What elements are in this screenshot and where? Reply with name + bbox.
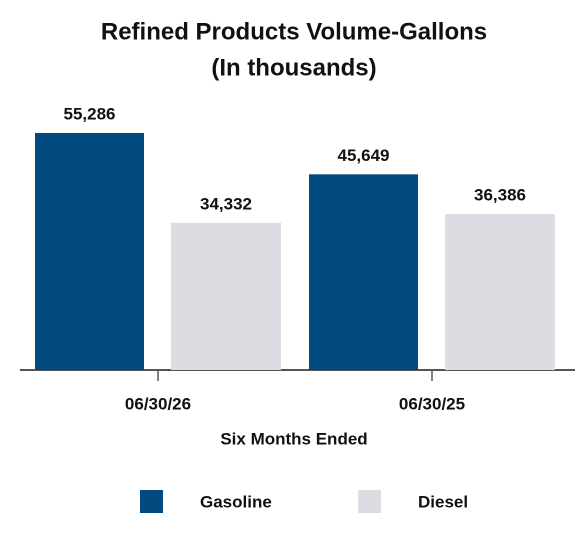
chart-subtitle: (In thousands) [211, 54, 376, 81]
x-tick-label: 06/30/25 [399, 394, 465, 413]
x-tick-label: 06/30/26 [125, 394, 191, 413]
bar [309, 174, 418, 370]
chart-title: Refined Products Volume-Gallons [101, 18, 487, 45]
x-axis-label: Six Months Ended [220, 429, 367, 448]
value-label: 34,332 [200, 194, 252, 213]
bar [171, 222, 281, 370]
legend-swatch [358, 490, 381, 513]
bar [445, 214, 555, 370]
value-label: 55,286 [64, 104, 116, 123]
legend-label: Diesel [418, 492, 468, 511]
bar [35, 133, 144, 370]
legend-label: Gasoline [200, 492, 272, 511]
value-label: 36,386 [474, 186, 526, 205]
legend-swatch [140, 490, 163, 513]
value-label: 45,649 [338, 146, 390, 165]
